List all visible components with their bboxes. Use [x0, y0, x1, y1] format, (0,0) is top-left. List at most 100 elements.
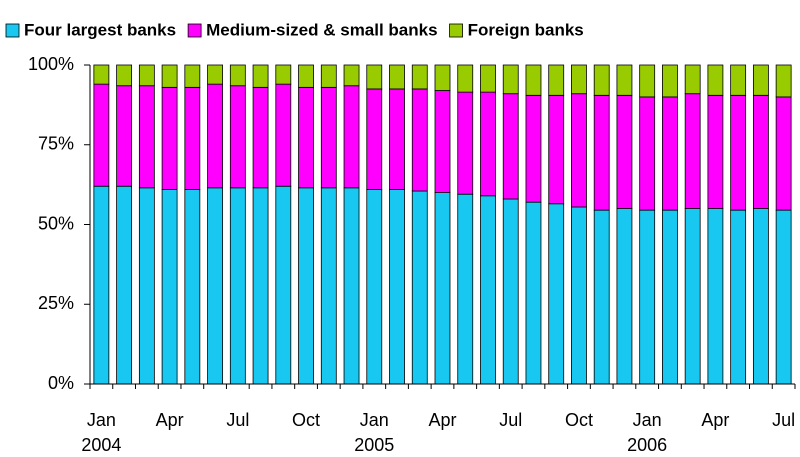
- bar-segment: [593, 94, 610, 211]
- bar-segment: [662, 209, 678, 385]
- bar-segment: [343, 187, 360, 385]
- bar-segment: [229, 187, 246, 385]
- legend-swatch: [5, 23, 20, 38]
- bar-segment: [343, 64, 360, 87]
- bar-segment: [639, 64, 656, 98]
- bar-segment: [525, 94, 542, 203]
- bar-segment: [229, 64, 246, 87]
- y-tick-label: 100%: [28, 54, 74, 74]
- bar-segment: [389, 189, 405, 385]
- bar-segment: [752, 94, 769, 209]
- bar-segment: [366, 189, 383, 385]
- bar-segment: [138, 187, 155, 385]
- bar-segment: [207, 187, 223, 385]
- bar-segment: [298, 64, 314, 88]
- bar-segment: [662, 64, 678, 98]
- bar-segment: [184, 189, 201, 385]
- bar-segment: [480, 64, 496, 93]
- bar-segment: [93, 64, 110, 85]
- bar-segment: [502, 93, 519, 200]
- bar-segment: [116, 64, 133, 87]
- x-tick-label: Jan: [633, 410, 662, 430]
- bar-segment: [548, 203, 565, 385]
- bar-segment: [662, 96, 678, 211]
- bar-segment: [775, 64, 792, 98]
- bar-segment: [480, 195, 496, 385]
- bar-segment: [571, 93, 587, 208]
- bar-segment: [593, 64, 610, 96]
- bar-segment: [252, 187, 269, 385]
- bar-segment: [275, 64, 292, 85]
- bar-segment: [207, 83, 223, 189]
- bar-segment: [730, 209, 747, 385]
- bar-segment: [707, 208, 724, 385]
- bar-segment: [252, 64, 269, 88]
- x-tick-label: Apr: [428, 410, 456, 430]
- x-tick-label: Jan: [87, 410, 116, 430]
- bar-segment: [639, 209, 656, 385]
- bar-segment: [343, 85, 360, 189]
- bar-segment: [639, 96, 656, 211]
- y-tick-label: 75%: [38, 134, 74, 154]
- bar-segment: [616, 64, 633, 96]
- bar-segment: [684, 93, 701, 209]
- bar-segment: [275, 185, 292, 385]
- bar-segment: [684, 64, 701, 95]
- legend-label: Medium-sized & small banks: [206, 20, 437, 39]
- bar-segment: [161, 189, 178, 385]
- bar-segment: [229, 85, 246, 189]
- bar-segment: [184, 64, 201, 88]
- bar-segment: [93, 83, 110, 187]
- bar-segment: [571, 206, 587, 385]
- bar-segment: [457, 193, 474, 385]
- x-tick-label: Jul: [226, 410, 249, 430]
- bar-segment: [616, 208, 633, 385]
- bar-segment: [389, 64, 405, 90]
- bar-segment: [752, 64, 769, 96]
- bar-segment: [366, 64, 383, 90]
- bar-segment: [707, 64, 724, 96]
- bar-segment: [138, 85, 155, 189]
- bar-segment: [548, 64, 565, 96]
- bar-segment: [320, 187, 337, 385]
- bar-segment: [298, 187, 314, 385]
- bar-segment: [116, 85, 133, 187]
- bar-segment: [207, 64, 223, 85]
- legend-swatch: [187, 23, 202, 38]
- bar-segment: [184, 86, 201, 190]
- x-tick-label: Apr: [701, 410, 729, 430]
- x-tick-label: Jan: [360, 410, 389, 430]
- bar-segment: [161, 86, 178, 190]
- bar-segment: [457, 64, 474, 93]
- bar-segment: [138, 64, 155, 87]
- bar-segment: [320, 64, 337, 88]
- bar-segment: [389, 88, 405, 190]
- bar-segment: [411, 88, 428, 192]
- bar-segment: [116, 185, 133, 385]
- bar-segment: [480, 91, 496, 197]
- y-tick-label: 25%: [38, 293, 74, 313]
- bar-segment: [411, 64, 428, 90]
- bar-segment: [320, 86, 337, 189]
- bar-segment: [775, 96, 792, 211]
- y-tick-label: 0%: [48, 373, 74, 393]
- bar-segment: [298, 86, 314, 189]
- bar-segment: [684, 208, 701, 385]
- legend-swatch: [449, 23, 463, 38]
- x-tick-label: Oct: [292, 410, 320, 430]
- bar-segment: [411, 190, 428, 385]
- bar-segment: [525, 64, 542, 96]
- bar-segment: [502, 64, 519, 95]
- bar-segment: [571, 64, 587, 95]
- x-year-label: 2005: [354, 435, 394, 455]
- bar-segment: [730, 94, 747, 211]
- x-tick-label: Oct: [565, 410, 593, 430]
- x-tick-label: Jul: [772, 410, 795, 430]
- bar-segment: [502, 198, 519, 385]
- x-tick-label: Apr: [156, 410, 184, 430]
- bar-segment: [775, 209, 792, 385]
- bar-segment: [525, 201, 542, 385]
- x-year-label: 2004: [81, 435, 121, 455]
- legend-label: Four largest banks: [24, 20, 176, 39]
